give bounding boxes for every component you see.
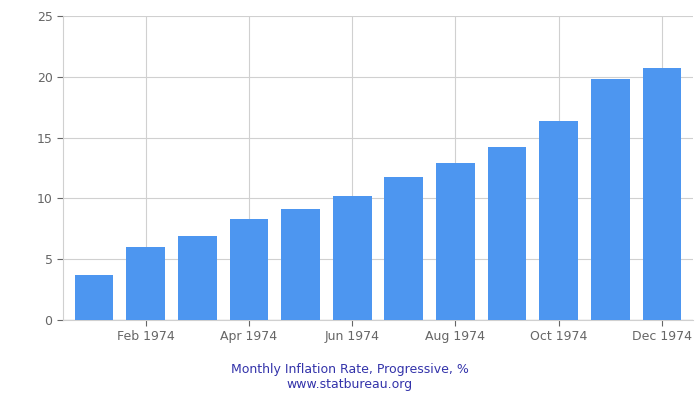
Bar <box>281 209 320 320</box>
Bar <box>75 275 113 320</box>
Bar <box>230 219 268 320</box>
Bar <box>540 120 578 320</box>
Bar <box>384 176 424 320</box>
Bar <box>178 236 216 320</box>
Bar <box>126 247 165 320</box>
Text: www.statbureau.org: www.statbureau.org <box>287 378 413 391</box>
Bar <box>436 163 475 320</box>
Text: Monthly Inflation Rate, Progressive, %: Monthly Inflation Rate, Progressive, % <box>231 364 469 376</box>
Bar <box>488 147 526 320</box>
Bar <box>591 79 630 320</box>
Bar <box>332 196 372 320</box>
Bar <box>643 68 681 320</box>
